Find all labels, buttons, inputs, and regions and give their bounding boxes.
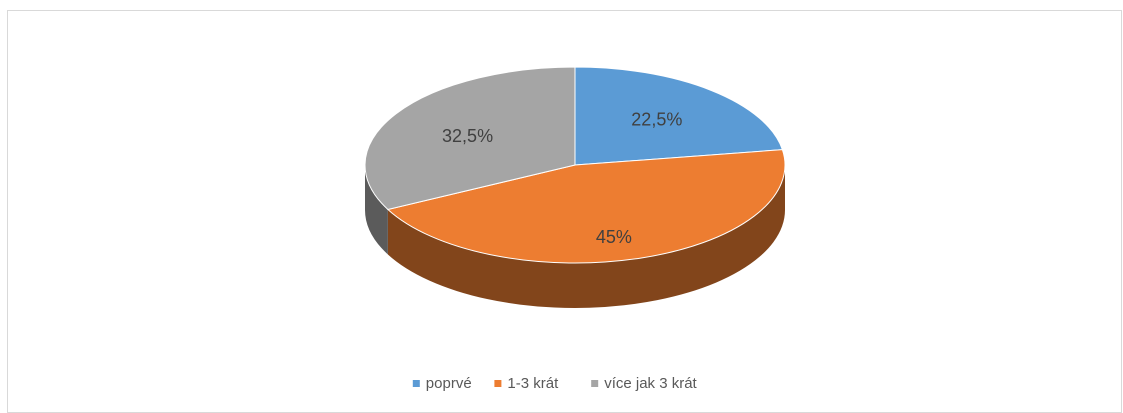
- legend-label: poprvé: [426, 375, 472, 392]
- pie-side: [365, 165, 388, 255]
- pie-side: [387, 165, 785, 308]
- legend-label: 1-3 krát: [507, 375, 559, 392]
- legend-swatch: [412, 380, 420, 387]
- data-label: 32,5%: [442, 126, 493, 146]
- pie-slice: [364, 66, 576, 211]
- pie-slice: [574, 66, 784, 166]
- legend-swatch: [494, 380, 502, 387]
- legend-swatch: [591, 380, 599, 387]
- legend-label: více jak 3 krát: [604, 375, 697, 392]
- data-label: 45%: [596, 227, 632, 247]
- data-label: 22,5%: [631, 110, 682, 130]
- pie-slice: [386, 149, 786, 264]
